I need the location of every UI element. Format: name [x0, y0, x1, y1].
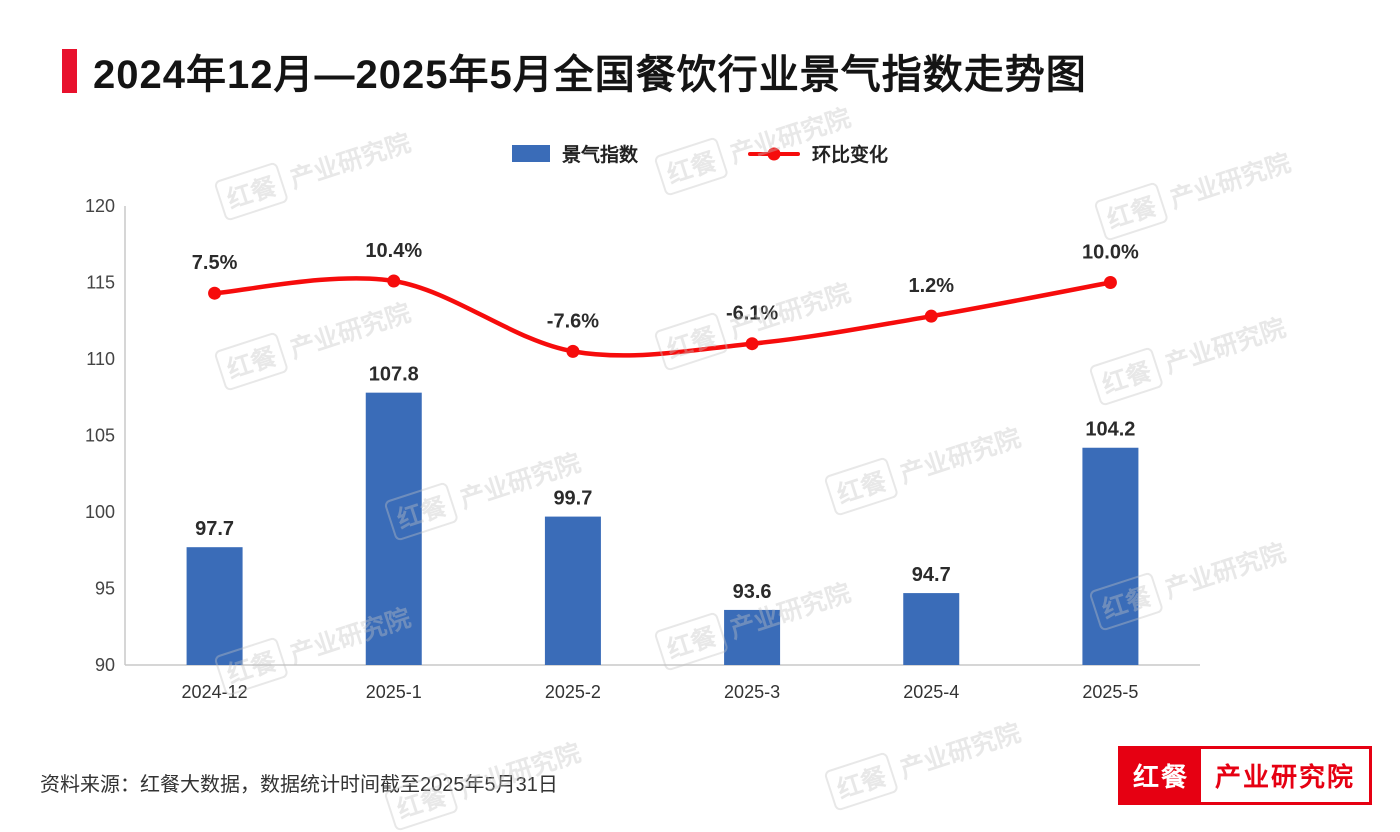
brand-logo-text: 产业研究院	[1200, 749, 1369, 802]
page-title: 2024年12月—2025年5月全国餐饮行业景气指数走势图	[93, 53, 1087, 97]
x-tick-label: 2025-4	[903, 682, 959, 702]
watermark-logo-mark: 红餐	[823, 751, 900, 812]
bar	[1082, 447, 1139, 665]
x-tick-label: 2025-2	[545, 682, 601, 702]
line-point	[745, 337, 759, 351]
line-series-label: 环比变化	[812, 145, 889, 166]
bar-series-label: 景气指数	[561, 145, 638, 166]
bar-value-label: 99.7	[553, 488, 592, 510]
line-point	[1103, 276, 1117, 289]
line-point	[924, 309, 938, 323]
source-note: 资料来源：红餐大数据，数据统计时间截至2025年5月31日	[40, 774, 558, 796]
bar	[186, 547, 243, 665]
watermark-text: 产业研究院	[896, 718, 1025, 785]
bar	[903, 593, 960, 665]
bar-value-label: 97.7	[195, 518, 234, 540]
bar-series-swatch	[511, 145, 550, 162]
line-series-dot-icon	[767, 147, 781, 160]
line-series-swatch	[748, 147, 800, 160]
line-series-path	[212, 276, 1113, 358]
x-tick-label: 2025-5	[1082, 682, 1138, 702]
chart-area: 90 95 100 105 110 115 120 2024-12 2025-1 2025-2 20…	[85, 178, 1210, 723]
line-point	[208, 286, 222, 300]
line-value-label: 10.0%	[1082, 242, 1139, 264]
y-tick-label: 105	[85, 426, 115, 446]
brand-logo-mark: 红餐	[1120, 749, 1201, 802]
brand-logo: 红餐 产业研究院	[1117, 746, 1372, 805]
y-tick-label: 100	[85, 502, 115, 522]
watermark: 红餐 产业研究院	[823, 710, 1025, 812]
line-value-label: 1.2%	[908, 275, 954, 297]
line-value-label: -6.1%	[726, 303, 778, 325]
bar-value-label: 94.7	[912, 564, 951, 586]
line-value-label: -7.6%	[547, 310, 599, 332]
y-tick-label: 110	[86, 349, 115, 369]
legend-item-line: 环比变化	[748, 140, 888, 167]
x-tick-label: 2025-3	[724, 682, 780, 702]
chart-header: 2024年12月—2025年5月全国餐饮行业景气指数走势图	[62, 42, 1087, 100]
line-point	[387, 274, 401, 288]
legend: 景气指数 环比变化	[0, 140, 1400, 167]
line-value-label: 7.5%	[192, 252, 238, 274]
bar	[365, 392, 422, 665]
bar-value-label: 104.2	[1085, 419, 1135, 441]
y-tick-label: 115	[86, 273, 115, 293]
line-point	[566, 344, 580, 358]
x-tick-label: 2024-12	[182, 682, 248, 702]
legend-item-bar: 景气指数	[511, 140, 638, 167]
y-tick-label: 95	[95, 579, 115, 599]
line-value-label: 10.4%	[365, 240, 422, 262]
y-tick-label: 90	[95, 655, 115, 675]
bar	[544, 516, 601, 665]
y-tick-label: 120	[85, 196, 115, 216]
x-tick-label: 2025-1	[366, 682, 422, 702]
bar-value-label: 93.6	[733, 581, 772, 603]
bar-value-label: 107.8	[369, 364, 419, 386]
bar	[724, 609, 781, 665]
title-accent-bar	[62, 49, 77, 93]
chart-svg: 90 95 100 105 110 115 120 2024-12 2025-1 2025-2 20…	[85, 196, 1200, 702]
